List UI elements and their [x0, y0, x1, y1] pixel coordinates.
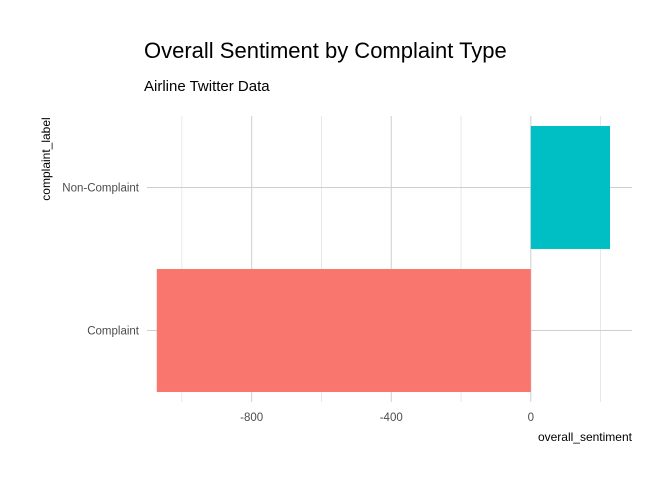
y-axis-title: complaint_label: [39, 117, 53, 200]
x-tick-label: -800: [240, 412, 263, 424]
tick-layer: -800 -400 0 Complaint Non-Complaint: [62, 183, 534, 425]
x-tick-label: -400: [380, 412, 403, 424]
bar-layer: [156, 126, 611, 392]
x-axis-title: overall_sentiment: [538, 430, 633, 444]
bar-complaint: [156, 269, 531, 392]
x-tick-label: 0: [528, 412, 534, 424]
bar-non-complaint: [530, 126, 611, 249]
chart-title: Overall Sentiment by Complaint Type: [144, 38, 507, 63]
y-tick-label: Complaint: [87, 326, 140, 338]
y-tick-label: Non-Complaint: [62, 183, 140, 195]
chart-subtitle: Airline Twitter Data: [144, 78, 270, 95]
